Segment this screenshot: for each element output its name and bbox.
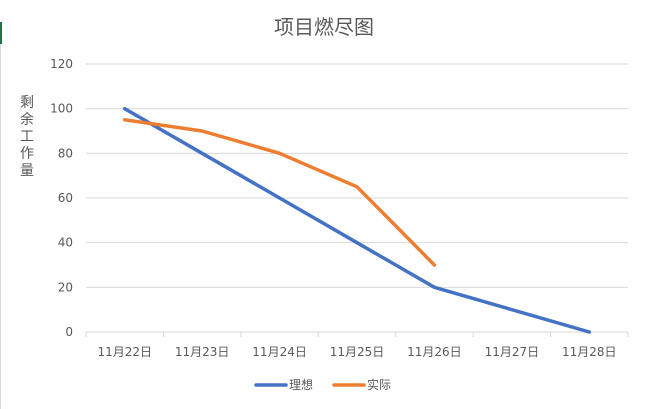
x-tick-label: 11月27日 bbox=[485, 345, 540, 359]
y-tick-label: 100 bbox=[50, 102, 73, 116]
chart-title: 项目燃尽图 bbox=[274, 15, 374, 39]
gridlines bbox=[86, 63, 628, 333]
y-tick-label: 40 bbox=[58, 236, 73, 250]
y-tick-label: 0 bbox=[65, 325, 73, 339]
y-label-char: 余 bbox=[20, 111, 34, 128]
y-label-char: 量 bbox=[20, 163, 34, 179]
x-axis-ticks: 11月22日 11月23日 11月24日 11月25日 11月26日 11月27日 11月2… bbox=[85, 332, 629, 359]
y-axis-ticks: 0 20 40 60 80 100 120 bbox=[50, 57, 73, 339]
y-tick-label: 120 bbox=[50, 57, 73, 71]
x-tick-label: 11月23日 bbox=[175, 345, 230, 359]
y-label-char: 作 bbox=[20, 146, 34, 162]
y-tick-label: 60 bbox=[58, 191, 73, 205]
legend-label: 实际 bbox=[367, 377, 391, 392]
series-lines bbox=[122, 106, 592, 334]
x-tick-label: 11月22日 bbox=[97, 345, 152, 359]
x-tick-label: 11月24日 bbox=[252, 345, 307, 359]
y-tick-label: 20 bbox=[58, 280, 73, 294]
x-tick-label: 11月28日 bbox=[562, 345, 617, 359]
legend-label: 理想 bbox=[289, 377, 313, 392]
y-label-char: 工 bbox=[20, 129, 34, 145]
y-label-char: 剩 bbox=[20, 95, 34, 111]
window-edge-accent bbox=[0, 22, 2, 44]
x-tick-label: 11月26日 bbox=[407, 345, 462, 359]
y-tick-label: 80 bbox=[58, 146, 73, 160]
x-tick-label: 11月25日 bbox=[330, 345, 385, 359]
window-edge-line bbox=[0, 44, 1, 409]
series-line-1 bbox=[122, 118, 437, 267]
legend: 理想 实际 bbox=[254, 377, 391, 392]
series-line-0 bbox=[122, 106, 592, 334]
